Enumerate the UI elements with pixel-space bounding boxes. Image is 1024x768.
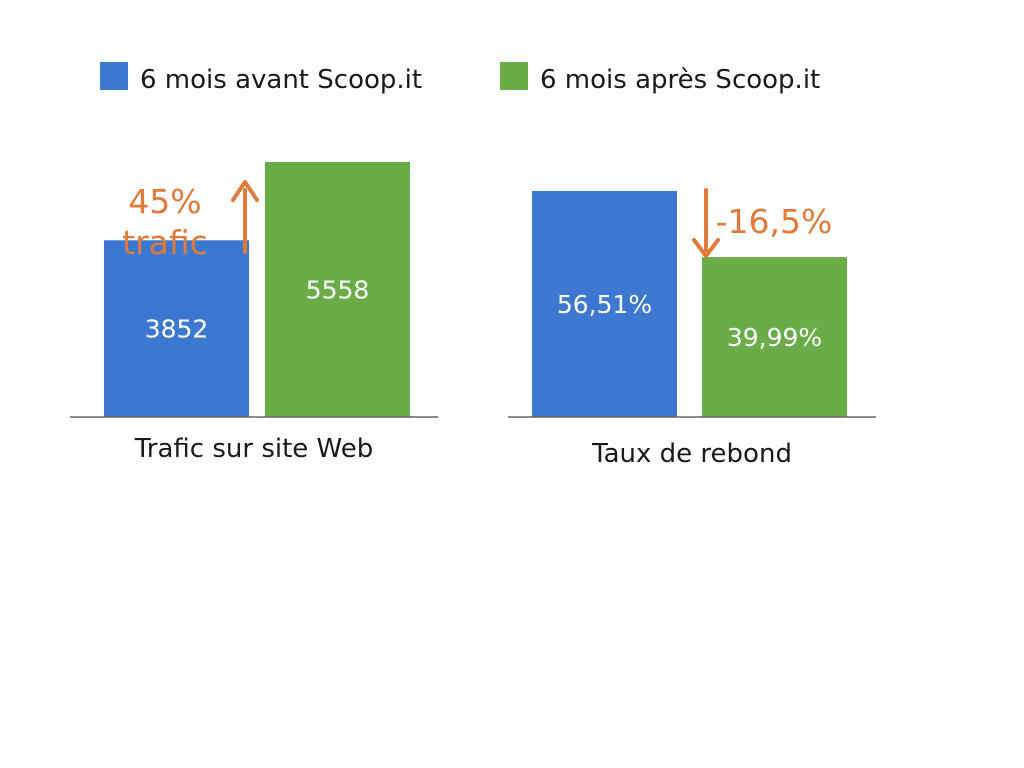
- arrow-down-icon: [692, 188, 720, 258]
- bar-trafic-after: [265, 162, 410, 417]
- chart-rebond-bars: 56,51% 39,99%: [532, 191, 847, 417]
- chart-trafic-xlabel: Trafic sur site Web: [134, 434, 374, 464]
- legend: 6 mois avant Scoop.it 6 mois après Scoop…: [100, 62, 820, 95]
- bar-rebond-before: [532, 191, 677, 417]
- bar-label-rebond-before: 56,51%: [557, 290, 652, 319]
- arrow-up-icon: [231, 180, 259, 254]
- chart-rebond-xlabel: Taux de rebond: [591, 439, 792, 469]
- bar-label-trafic-after: 5558: [306, 276, 370, 305]
- annotation-line-1: -16,5%: [716, 202, 833, 241]
- chart-rebond-annotation: -16,5%: [692, 188, 833, 258]
- legend-label-before: 6 mois avant Scoop.it: [140, 65, 422, 95]
- legend-swatch-before: [100, 62, 128, 90]
- bar-trafic-before: [104, 240, 249, 417]
- legend-swatch-after: [500, 62, 528, 90]
- annotation-line-2: trafic: [122, 223, 208, 262]
- chart-trafic: 3852 5558 Trafic sur site Web 45% trafic: [70, 162, 438, 464]
- bar-label-trafic-before: 3852: [145, 315, 209, 344]
- chart-trafic-bars: 3852 5558: [104, 162, 410, 417]
- chart-trafic-annotation: 45% trafic: [122, 180, 259, 262]
- bar-rebond-after: [702, 257, 847, 417]
- legend-label-after: 6 mois après Scoop.it: [540, 65, 820, 95]
- annotation-line-1: 45%: [128, 182, 201, 221]
- bar-label-rebond-after: 39,99%: [727, 323, 822, 352]
- chart-rebond: 56,51% 39,99% Taux de rebond -16,5%: [508, 188, 876, 469]
